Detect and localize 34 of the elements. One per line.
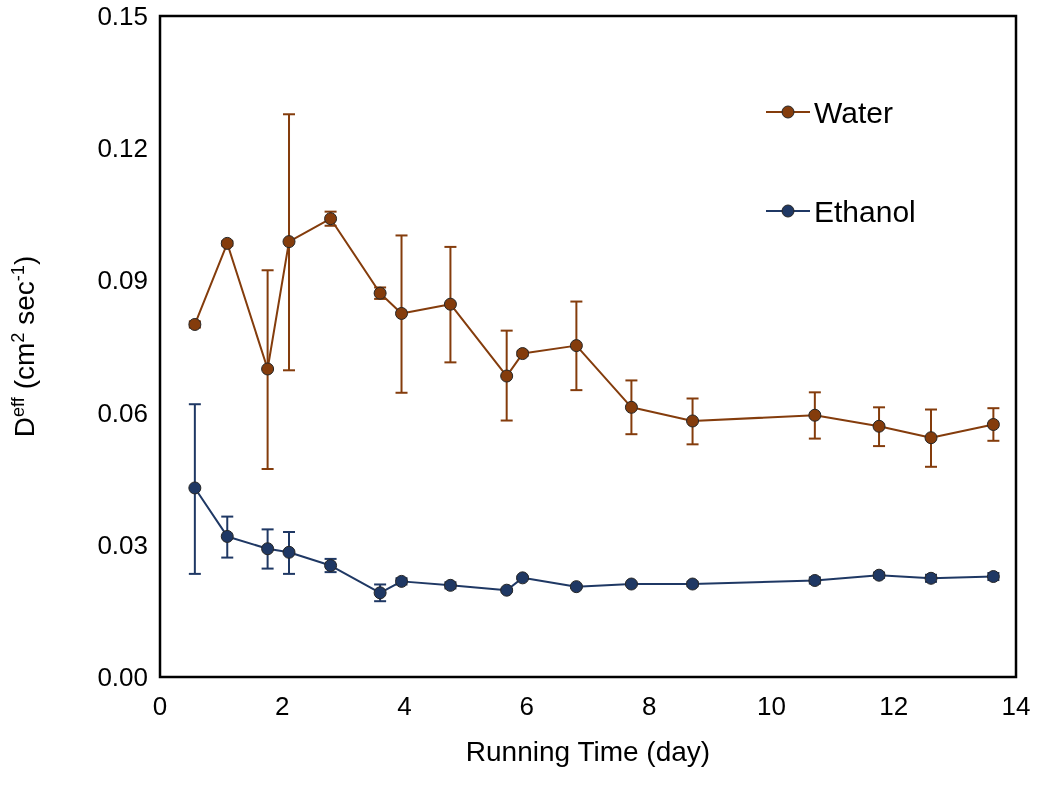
point xyxy=(924,431,938,445)
point xyxy=(282,235,296,249)
point xyxy=(808,408,822,422)
y-tick-label: 0.12 xyxy=(97,133,148,164)
point xyxy=(872,419,886,433)
y-tick-label: 0.09 xyxy=(97,265,148,296)
y-tick-label: 0.06 xyxy=(97,397,148,428)
point xyxy=(686,414,700,428)
point xyxy=(808,573,822,587)
point xyxy=(443,297,457,311)
y-tick-label: 0.15 xyxy=(97,1,148,31)
point xyxy=(624,400,638,414)
x-tick-label: 8 xyxy=(641,691,657,721)
point xyxy=(986,418,1000,431)
legend-label: Water xyxy=(814,96,893,129)
x-tick-label: 2 xyxy=(275,691,290,721)
point xyxy=(261,362,275,376)
x-tick-label: 12 xyxy=(879,691,909,721)
x-tick-label: 14 xyxy=(1001,691,1031,721)
point xyxy=(282,545,296,559)
y-tick-label: 0.00 xyxy=(97,662,148,692)
point xyxy=(395,306,409,320)
point xyxy=(500,369,514,383)
x-tick-label: 10 xyxy=(756,691,786,721)
x-axis-title: Running Time (day) xyxy=(465,736,711,767)
point xyxy=(261,542,275,556)
x-tick-label: 6 xyxy=(519,691,535,721)
point xyxy=(188,481,202,495)
point xyxy=(220,529,234,543)
y-tick-label: 0.03 xyxy=(97,529,148,560)
x-tick-label: 0 xyxy=(152,691,168,721)
x-tick-label: 4 xyxy=(397,691,412,721)
point xyxy=(569,339,583,353)
legend-label: Ethanol xyxy=(814,195,916,228)
